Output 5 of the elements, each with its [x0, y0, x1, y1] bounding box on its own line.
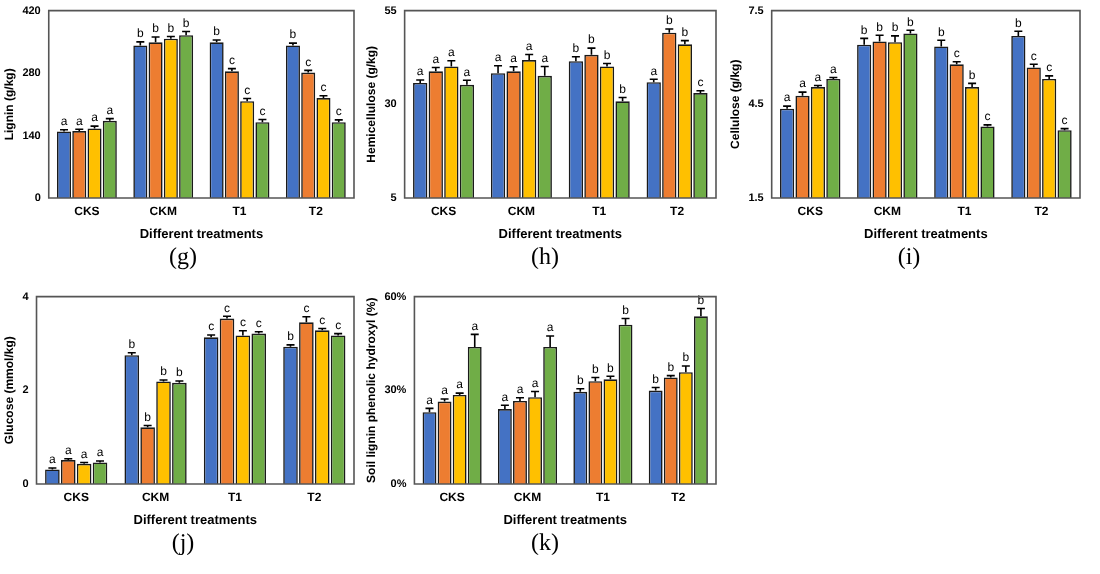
text: (j)	[169, 528, 197, 558]
text: (h)	[529, 242, 561, 272]
text: (i)	[895, 242, 923, 272]
text: (g)	[167, 242, 199, 272]
text: (k)	[529, 528, 561, 558]
